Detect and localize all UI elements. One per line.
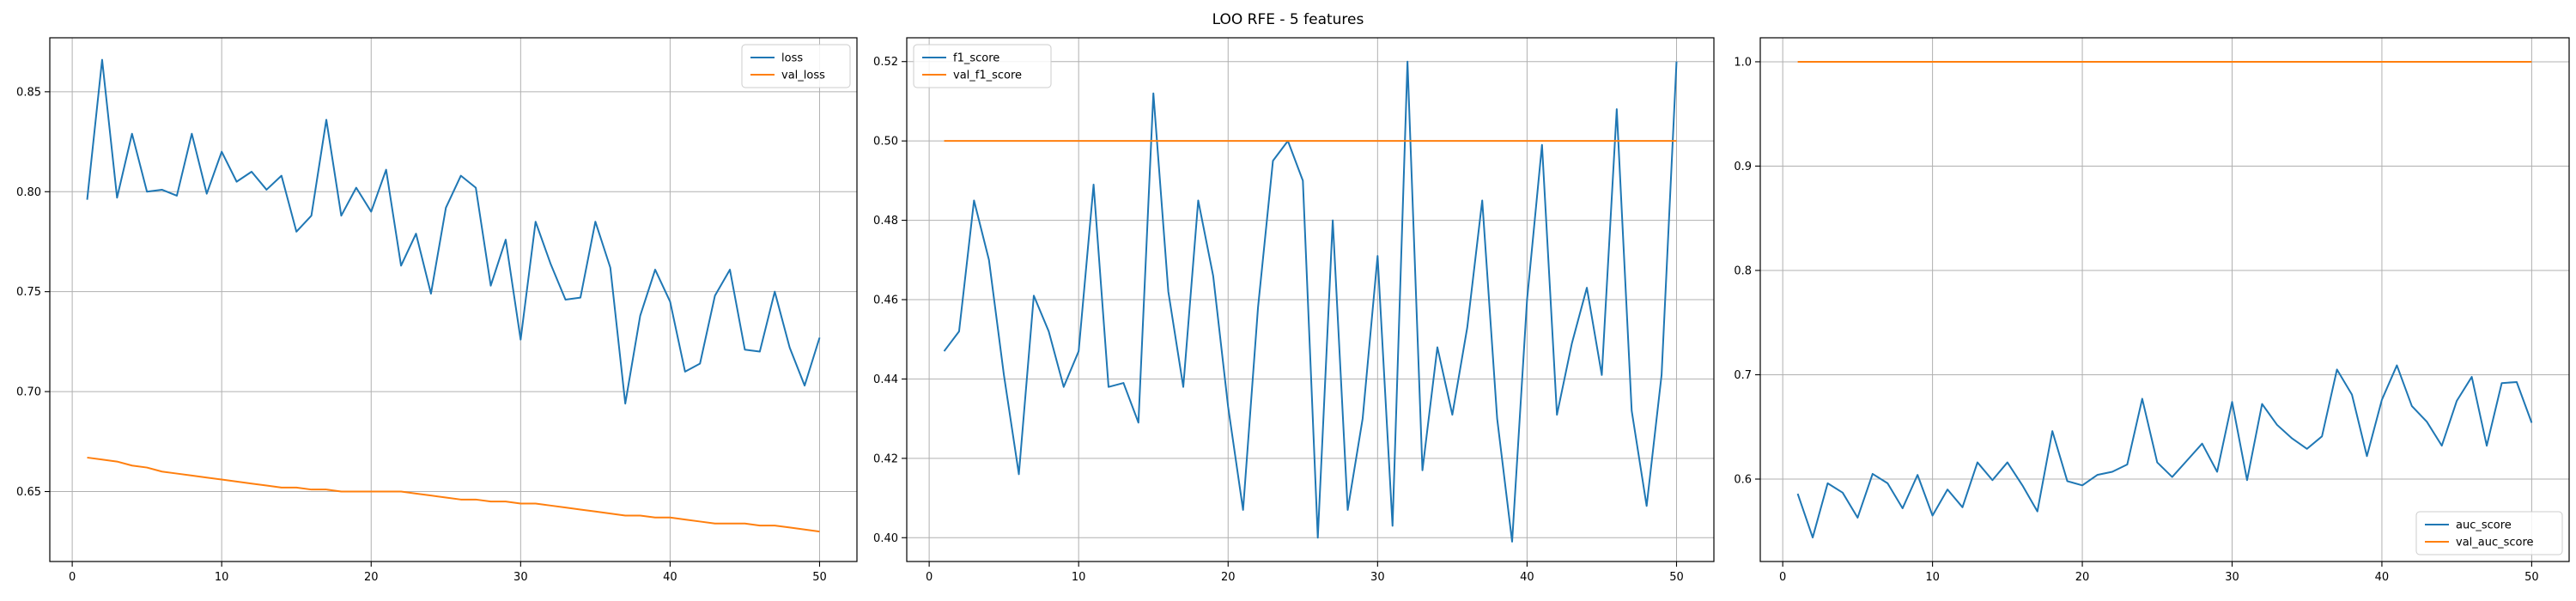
- series-line-f1-score: [943, 60, 1678, 543]
- legend-label-val-loss: val_loss: [781, 70, 825, 82]
- legend-box: [2415, 511, 2563, 555]
- legend: f1_score val_f1_score: [913, 44, 1052, 88]
- x-tick-label: 40: [1520, 571, 1534, 584]
- y-tick-label: 0.8: [1734, 264, 1752, 277]
- legend-label-auc-score: auc_score: [2456, 519, 2512, 532]
- x-tick-label: 10: [215, 571, 229, 584]
- y-tick-label: 0.85: [16, 86, 41, 99]
- legend-label-loss: loss: [781, 52, 803, 65]
- x-tick-label: 30: [1370, 571, 1385, 584]
- y-tick-label: 0.42: [873, 452, 898, 465]
- x-tick-label: 50: [2524, 571, 2539, 584]
- auc-score-chart-panel: 0 10 20 30 40 50 0.6 0.7 0.8 0.9 1.0 auc_score val_a…: [1734, 37, 2570, 584]
- x-tick-label: 20: [2075, 571, 2090, 584]
- x-tick-label: 50: [812, 571, 827, 584]
- y-tick-label: 0.65: [16, 486, 41, 499]
- series-line-val-loss: [87, 456, 820, 533]
- x-tick-label: 10: [1925, 571, 1940, 584]
- loss-chart-panel: 0 10 20 30 40 50 0.65 0.70 0.75 0.80 0.85 loss val_l…: [16, 37, 858, 584]
- plot-area-frame: [49, 37, 858, 562]
- y-tick-label: 0.7: [1734, 369, 1752, 382]
- x-tick-label: 40: [2375, 571, 2390, 584]
- legend: auc_score val_auc_score: [2415, 511, 2563, 555]
- y-tick-label: 0.40: [873, 532, 898, 545]
- y-tick-label: 0.80: [16, 186, 41, 199]
- y-tick-label: 0.46: [873, 294, 898, 307]
- legend-label-val-f1-score: val_f1_score: [953, 70, 1022, 82]
- plot-area-frame: [1759, 37, 2570, 562]
- legend-box: [913, 44, 1052, 88]
- series-line-loss: [86, 58, 821, 405]
- legend: loss val_loss: [741, 44, 851, 88]
- series-line-auc-score: [1796, 364, 2533, 539]
- x-tick-label: 0: [69, 571, 76, 584]
- y-tick-label: 0.9: [1734, 161, 1752, 173]
- y-tick-label: 0.6: [1734, 474, 1752, 487]
- y-tick-label: 0.70: [16, 386, 41, 399]
- legend-box: [741, 44, 851, 88]
- y-tick-label: 0.48: [873, 215, 898, 228]
- plot-area-frame: [906, 37, 1715, 562]
- x-tick-label: 30: [513, 571, 528, 584]
- x-tick-label: 20: [1221, 571, 1236, 584]
- f1-score-chart-panel: 0 10 20 30 40 50 0.40 0.42 0.44 0.46 0.48 0.50 0.52 f…: [873, 37, 1715, 584]
- legend-label-f1-score: f1_score: [953, 52, 999, 65]
- y-tick-label: 0.75: [16, 286, 41, 299]
- legend-label-val-auc-score: val_auc_score: [2456, 537, 2534, 549]
- y-tick-label: 0.52: [873, 56, 898, 69]
- y-tick-label: 0.50: [873, 136, 898, 149]
- x-tick-label: 0: [1779, 571, 1786, 584]
- x-tick-label: 40: [663, 571, 677, 584]
- x-tick-label: 20: [364, 571, 379, 584]
- x-tick-label: 10: [1072, 571, 1086, 584]
- y-tick-label: 1.0: [1734, 56, 1752, 69]
- x-tick-label: 50: [1669, 571, 1684, 584]
- x-tick-label: 0: [926, 571, 933, 584]
- y-tick-label: 0.44: [873, 373, 898, 386]
- figure-title: LOO RFE - 5 features: [1212, 11, 1364, 28]
- x-tick-label: 30: [2225, 571, 2239, 584]
